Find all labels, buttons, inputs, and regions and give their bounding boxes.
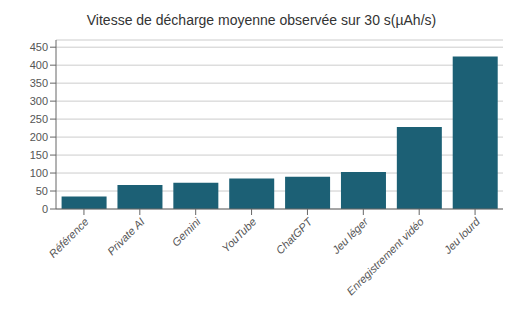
svg-text:450: 450 <box>30 41 48 53</box>
svg-text:Jeu lourd: Jeu lourd <box>441 215 483 257</box>
svg-text:350: 350 <box>30 77 48 89</box>
svg-text:150: 150 <box>30 149 48 161</box>
svg-text:Jeu léger: Jeu léger <box>329 215 371 257</box>
svg-text:250: 250 <box>30 113 48 125</box>
svg-text:Référence: Référence <box>46 215 90 259</box>
svg-text:100: 100 <box>30 167 48 179</box>
svg-text:400: 400 <box>30 59 48 71</box>
svg-text:0: 0 <box>42 203 48 215</box>
svg-text:Enregistrement vidéo: Enregistrement vidéo <box>344 215 426 297</box>
html-text:Vitesse de décharge moyenne ob: Vitesse de décharge moyenne observée sur… <box>86 12 437 28</box>
svg-text:50: 50 <box>36 185 48 197</box>
svg-text:Private AI: Private AI <box>105 215 147 257</box>
svg-text:Gemini: Gemini <box>170 215 204 249</box>
svg-text:ChatGPT: ChatGPT <box>273 215 315 257</box>
svg-text:300: 300 <box>30 95 48 107</box>
svg-text:200: 200 <box>30 131 48 143</box>
svg-text:YouTube: YouTube <box>219 215 258 254</box>
